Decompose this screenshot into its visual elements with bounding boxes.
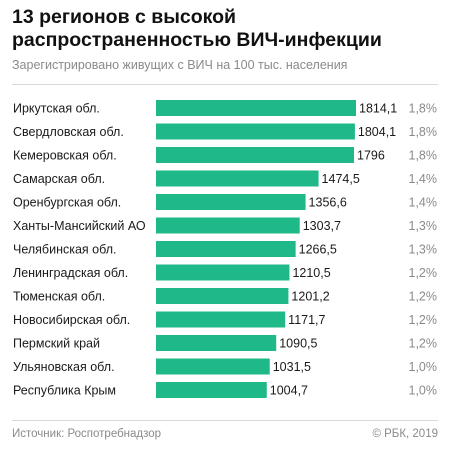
value-label: 1474,5: [322, 172, 360, 186]
percent-label: 1,2%: [409, 313, 438, 327]
category-label: Челябинская обл.: [13, 243, 116, 257]
value-label: 1303,7: [303, 219, 341, 233]
value-label: 1266,5: [299, 243, 337, 257]
percent-label: 1,0%: [409, 384, 438, 398]
category-label: Самарская обл.: [13, 172, 105, 186]
percent-label: 1,4%: [409, 172, 438, 186]
category-label: Иркутская обл.: [13, 102, 100, 116]
category-label: Свердловская обл.: [13, 125, 124, 139]
category-label: Пермский край: [13, 337, 100, 351]
value-label: 1201,2: [291, 290, 329, 304]
category-label: Кемеровская обл.: [13, 149, 117, 163]
chart-title: 13 регионов с высокой распространенность…: [12, 6, 382, 51]
bar: [156, 264, 290, 281]
chart-subtitle: Зарегистрировано живущих с ВИЧ на 100 ты…: [12, 58, 348, 72]
bar-chart: Иркутская обл. 1814,1 1,8% Свердловская обл…: [13, 100, 438, 398]
value-label: 1814,1: [359, 102, 397, 116]
percent-label: 1,0%: [409, 360, 438, 374]
percent-label: 1,8%: [409, 102, 438, 116]
value-label: 1796: [357, 149, 385, 163]
bar: [156, 147, 355, 163]
value-label: 1171,7: [288, 313, 325, 327]
category-label: Тюменская обл.: [13, 290, 105, 304]
percent-label: 1,2%: [409, 337, 438, 351]
percent-label: 1,8%: [409, 149, 438, 163]
copyright-note: © РБК, 2019: [372, 428, 438, 440]
percent-label: 1,4%: [409, 196, 438, 210]
bar: [156, 311, 286, 328]
bar: [156, 335, 277, 351]
value-label: 1804,1: [358, 125, 396, 139]
value-label: 1210,5: [292, 266, 330, 280]
percent-label: 1,3%: [409, 243, 438, 257]
percent-label: 1,3%: [409, 219, 438, 233]
category-label: Ханты-Мансийский АО: [13, 219, 146, 233]
bottom-divider: [12, 420, 438, 421]
category-label: Ульяновская обл.: [13, 360, 115, 374]
bar: [156, 358, 270, 375]
category-label: Ленинградская обл.: [13, 266, 128, 280]
bar: [156, 170, 319, 187]
value-label: 1004,7: [270, 384, 308, 398]
bar: [156, 194, 306, 210]
category-label: Оренбургская обл.: [13, 196, 121, 210]
bar: [156, 217, 300, 234]
bar: [156, 100, 356, 116]
percent-label: 1,8%: [409, 125, 438, 139]
top-divider: [12, 84, 438, 85]
value-label: 1031,5: [273, 360, 311, 374]
source-note: Источник: Роспотребнадзор: [12, 428, 162, 440]
bar: [156, 288, 289, 304]
percent-label: 1,2%: [409, 266, 438, 280]
value-label: 1090,5: [279, 337, 317, 351]
category-label: Республика Крым: [13, 384, 116, 398]
bar: [156, 241, 296, 257]
value-label: 1356,6: [309, 196, 347, 210]
category-label: Новосибирская обл.: [13, 313, 130, 327]
percent-label: 1,2%: [409, 290, 438, 304]
bar: [156, 382, 267, 398]
bar: [156, 123, 355, 140]
